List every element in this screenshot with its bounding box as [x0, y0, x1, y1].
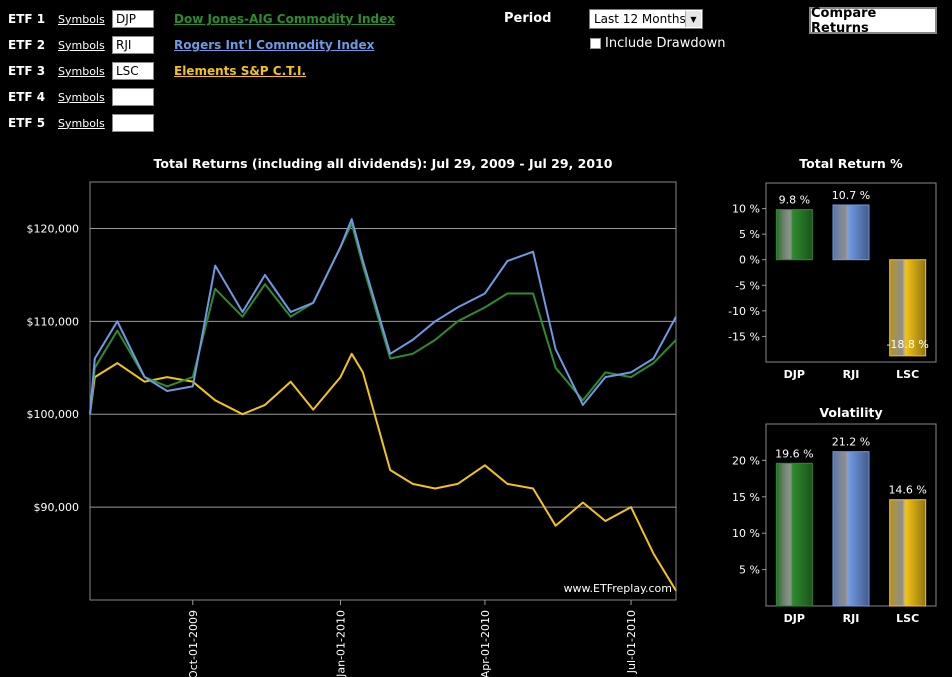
series-line-lsc: [89, 352, 677, 592]
bar-outline: [889, 259, 927, 357]
symbols-link[interactable]: Symbols: [58, 116, 105, 130]
y-tick-label: 10 %: [732, 203, 760, 216]
y-tick-label: $90,000: [34, 501, 80, 514]
bar-value-label: -18.8 %: [886, 338, 928, 351]
y-tick-label: $100,000: [27, 408, 80, 421]
chart-title: Total Return %: [799, 156, 903, 171]
etf-3-index-name[interactable]: Elements S&P C.T.I.: [174, 64, 307, 78]
bar-category-label: DJP: [784, 612, 805, 625]
x-tick-label: Apr-01-2010: [479, 610, 492, 677]
bar-djp: [776, 209, 813, 260]
include-drawdown[interactable]: Include Drawdown: [590, 36, 726, 51]
etf-row-2: ETF 2 Symbols: [8, 34, 154, 56]
bar-rji: [833, 204, 869, 260]
bar-outline: [889, 499, 927, 607]
etf-1-symbol-input[interactable]: [112, 10, 154, 28]
y-tick-label: -5 %: [735, 279, 760, 292]
period-select[interactable]: Last 12 Months ▼: [589, 9, 703, 29]
etf-label: ETF 2: [8, 38, 46, 52]
etf-label: ETF 5: [8, 116, 46, 130]
plot-area: [765, 182, 937, 363]
etf-2-symbol-input[interactable]: [112, 36, 154, 54]
symbols-link[interactable]: Symbols: [58, 64, 105, 78]
y-tick-label: -15 %: [728, 330, 760, 343]
bar-value-label: 19.6 %: [775, 447, 813, 460]
bar-rji: [833, 451, 869, 606]
x-tick-label: Jul-01-2010: [625, 610, 638, 674]
volatility-bar-chart: Volatility 20 % 15 % 10 % 5 % 19.6 % DJP 21.2 %…: [732, 405, 937, 625]
symbols-link[interactable]: Symbols: [58, 12, 105, 26]
series-line-djp: [89, 222, 677, 415]
y-tick-label: $120,000: [27, 222, 80, 235]
bar-outline: [832, 451, 870, 607]
etf-row-3: ETF 3 Symbols: [8, 60, 154, 82]
bar-category-label: LSC: [896, 612, 919, 625]
etf-2-index-name[interactable]: Rogers Int'l Commodity Index: [174, 38, 375, 52]
etf-label: ETF 1: [8, 12, 46, 26]
y-tick-label: 15 %: [732, 491, 760, 504]
bar-category-label: RJI: [843, 368, 860, 381]
etf-3-symbol-input[interactable]: [112, 62, 154, 80]
etf-row-5: ETF 5 Symbols: [8, 112, 154, 134]
symbols-link[interactable]: Symbols: [58, 38, 105, 52]
bar-category-label: RJI: [843, 612, 860, 625]
plot-area: [89, 181, 677, 601]
x-tick-label: Oct-01-2009: [187, 610, 200, 677]
watermark: www.ETFreplay.com: [564, 582, 672, 595]
etf-row-1: ETF 1 Symbols: [8, 8, 154, 30]
compare-returns-button[interactable]: Compare Returns: [809, 6, 937, 36]
etf-label: ETF 3: [8, 64, 46, 78]
series-line-rji: [89, 218, 677, 415]
total-returns-chart: Total Returns (including all dividends):…: [27, 156, 677, 677]
y-tick-label: 5 %: [739, 228, 760, 241]
bar-lsc: [889, 499, 926, 606]
symbols-link[interactable]: Symbols: [58, 90, 105, 104]
bar-djp: [776, 463, 813, 606]
bar-category-label: DJP: [784, 368, 805, 381]
period-label: Period: [504, 11, 552, 26]
y-tick-label: $110,000: [27, 315, 80, 328]
period-selected-value: Last 12 Months: [594, 12, 686, 26]
etf-1-index-name[interactable]: Dow Jones-AIG Commodity Index: [174, 12, 395, 26]
y-tick-label: 5 %: [739, 564, 760, 577]
bar-outline: [775, 209, 813, 261]
bar-value-label: 9.8 %: [779, 194, 810, 207]
drawdown-checkbox[interactable]: [590, 38, 601, 49]
bar-value-label: 14.6 %: [888, 484, 926, 497]
chart-title: Volatility: [819, 405, 882, 420]
bar-outline: [775, 462, 813, 607]
drawdown-label: Include Drawdown: [605, 36, 726, 51]
etf-5-symbol-input[interactable]: [112, 114, 154, 132]
bar-value-label: 21.2 %: [832, 436, 870, 449]
x-tick-label: Jan-01-2010: [334, 610, 347, 677]
y-tick-label: 0 %: [739, 254, 760, 267]
y-tick-label: 20 %: [732, 454, 760, 467]
etf-4-symbol-input[interactable]: [112, 88, 154, 106]
etf-row-4: ETF 4 Symbols: [8, 86, 154, 108]
bar-category-label: LSC: [896, 368, 919, 381]
y-tick-label: 10 %: [732, 527, 760, 540]
bar-lsc: [889, 259, 926, 356]
bar-value-label: 10.7 %: [832, 189, 870, 202]
bar-outline: [832, 204, 870, 261]
chart-title: Total Returns (including all dividends):…: [154, 156, 613, 171]
etf-label: ETF 4: [8, 90, 46, 104]
total-return-bar-chart: Total Return % 10 % 5 % 0 % -5 % -10 % -15 % 9.…: [728, 156, 937, 381]
plot-area: [765, 423, 937, 607]
chevron-down-icon[interactable]: ▼: [685, 11, 701, 27]
y-tick-label: -10 %: [728, 305, 760, 318]
